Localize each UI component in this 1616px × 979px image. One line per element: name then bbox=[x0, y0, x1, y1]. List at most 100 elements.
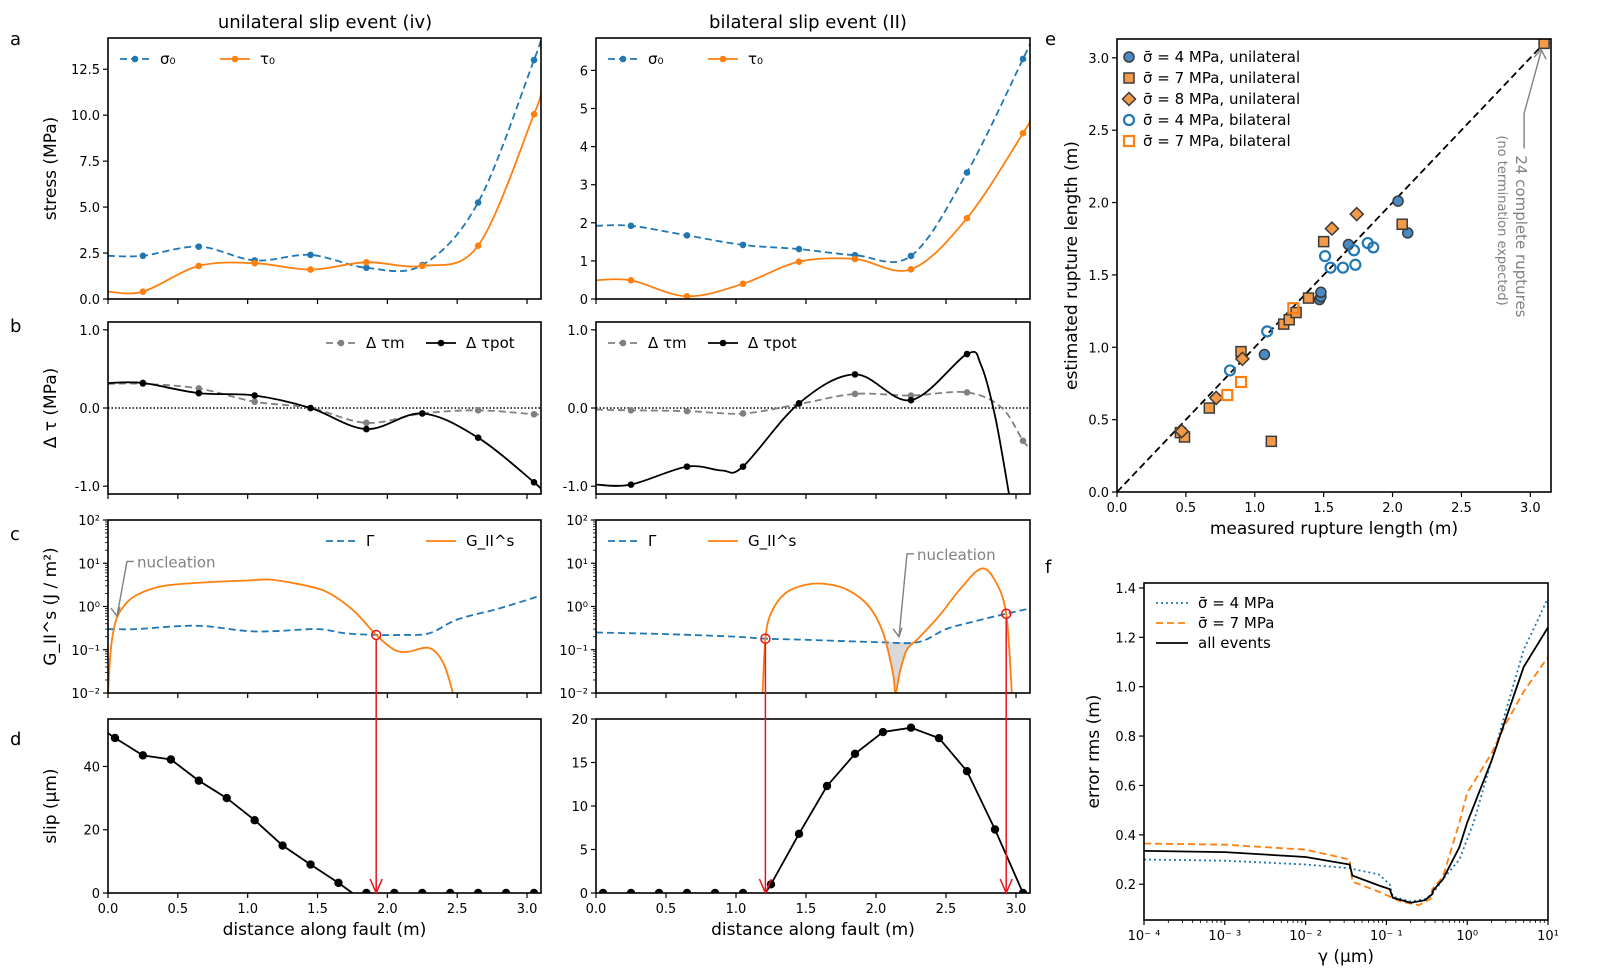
chart-d-left: 0.0 0.5 1.0 1.5 2.0 2.5 3.0 0 20 40 distance along… bbox=[41, 718, 542, 940]
y-tick-label: 1.2 bbox=[1115, 631, 1136, 646]
data-point bbox=[195, 262, 203, 270]
axes-frame bbox=[1116, 38, 1552, 493]
data-point bbox=[166, 755, 176, 764]
data-point bbox=[683, 407, 691, 415]
chart-e: 0.0 0.5 1.0 1.5 2.0 2.5 3.0 0.0 0.5 1.0 1.5 2.0 2.5 3… bbox=[1062, 38, 1552, 539]
y-tick-label: 10² bbox=[566, 514, 588, 529]
data-point bbox=[907, 252, 915, 260]
data-point bbox=[307, 266, 314, 273]
data-point bbox=[963, 350, 971, 358]
data-point bbox=[530, 478, 538, 486]
y-tick-label: 2 bbox=[580, 217, 588, 232]
x-tick-label: 0.0 bbox=[98, 902, 119, 917]
x-tick-label: 0.5 bbox=[167, 902, 188, 917]
plot-area-e bbox=[1117, 39, 1550, 492]
x-tick-label: 10¹ bbox=[1537, 929, 1559, 944]
series-line-allevents bbox=[1144, 626, 1548, 904]
y-tick-label: 10⁻² bbox=[71, 687, 100, 702]
panel-letter-b: b bbox=[10, 316, 21, 337]
data-point bbox=[251, 392, 258, 399]
scatter-point-circle bbox=[1336, 261, 1350, 274]
x-tick-label: 1.0 bbox=[1244, 501, 1265, 516]
scatter-point-diamond bbox=[1349, 206, 1365, 222]
data-point bbox=[739, 410, 747, 417]
data-point bbox=[627, 481, 635, 488]
scatter-point-square bbox=[1283, 314, 1295, 326]
data-point bbox=[139, 252, 147, 260]
data-point bbox=[474, 242, 482, 249]
y-tick-label: 1.0 bbox=[567, 324, 588, 339]
series-line-0 bbox=[108, 38, 541, 272]
scatter-point-square bbox=[1203, 402, 1216, 414]
legend-marker bbox=[619, 55, 627, 63]
y-tick-label: 0.6 bbox=[1115, 779, 1136, 794]
data-point bbox=[501, 888, 511, 893]
data-point bbox=[654, 888, 664, 893]
y-tick-label: 1.4 bbox=[1115, 582, 1136, 597]
complete-ruptures-label: 24 complete ruptures bbox=[1512, 155, 1530, 317]
legend-marker-diamond bbox=[1121, 91, 1137, 107]
y-tick-label: 10⁻¹ bbox=[559, 644, 588, 659]
data-point bbox=[963, 389, 971, 396]
series-line-0 bbox=[596, 119, 1030, 298]
legend-label: σ̄ = 7 MPa bbox=[1198, 614, 1274, 632]
data-point bbox=[626, 888, 636, 893]
data-point bbox=[990, 825, 1000, 834]
series-line- bbox=[108, 594, 541, 637]
y-tick-label: 40 bbox=[83, 760, 100, 775]
x-tick-label: 10⁻ ¹ bbox=[1370, 929, 1403, 944]
y-tick-label: 0.8 bbox=[1115, 730, 1136, 745]
y-tick-label: 6 bbox=[580, 64, 588, 79]
scatter-point-circle bbox=[1315, 286, 1327, 299]
nucleation-shaded-region bbox=[883, 638, 925, 693]
data-point bbox=[878, 727, 888, 737]
data-point bbox=[195, 243, 203, 250]
x-axis-label: distance along fault (m) bbox=[223, 920, 427, 940]
data-point bbox=[474, 199, 482, 206]
x-tick-label: 2.5 bbox=[1451, 501, 1472, 516]
data-point bbox=[194, 776, 203, 785]
legend-label: σ̄ = 4 MPa, unilateral bbox=[1143, 48, 1300, 66]
x-tick-label: 2.5 bbox=[936, 902, 957, 917]
y-tick-label: 20 bbox=[83, 824, 100, 839]
data-point bbox=[907, 265, 915, 273]
legend-label: σ̄ = 4 MPa, bilateral bbox=[1143, 111, 1291, 129]
x-tick-label: 3.0 bbox=[517, 902, 538, 917]
data-point bbox=[139, 288, 147, 295]
scatter-point-diamond bbox=[1174, 423, 1190, 439]
data-point bbox=[363, 264, 370, 272]
x-tick-label: 2.0 bbox=[866, 902, 887, 917]
plot-area-f bbox=[1144, 597, 1548, 907]
panel-letter-f: f bbox=[1045, 557, 1052, 578]
panel-letter-d: d bbox=[10, 729, 21, 750]
y-tick-label: 0.4 bbox=[1115, 829, 1136, 844]
data-point bbox=[627, 222, 635, 230]
series-line-pot bbox=[596, 350, 1010, 494]
data-point bbox=[362, 888, 371, 893]
scatter-point-circle bbox=[1258, 348, 1271, 361]
plot-area-a-left bbox=[108, 38, 541, 295]
x-tick-label: 10⁰ bbox=[1456, 929, 1478, 944]
plot-area-d-left bbox=[108, 732, 539, 893]
x-tick-label: 2.0 bbox=[377, 902, 398, 917]
complete-ruptures-arrowhead bbox=[1533, 48, 1547, 60]
axes-frame bbox=[595, 718, 1031, 894]
legend-f: σ̄ = 4 MPa σ̄ = 7 MPa all events bbox=[1156, 594, 1274, 652]
scatter-point-circle bbox=[1223, 364, 1237, 377]
series-line-0 bbox=[596, 43, 1030, 263]
plot-area-a-right bbox=[596, 43, 1030, 299]
legend-label: σ̄ = 7 MPa, bilateral bbox=[1143, 132, 1291, 150]
scatter-point-diamond bbox=[1324, 221, 1340, 237]
data-point bbox=[850, 749, 860, 758]
series-line-GIIs bbox=[761, 567, 1013, 693]
y-tick-label: 0 bbox=[92, 887, 100, 902]
legend-marker bbox=[337, 339, 345, 347]
legend-label: Δ τpot bbox=[466, 334, 515, 352]
y-axis-label: error rms (m) bbox=[1084, 695, 1104, 809]
chart-a-left: 0.0 2.5 5.0 7.5 10.0 12.5 stress (MPa) σ₀ τ₀ bbox=[41, 37, 542, 308]
y-axis-label: stress (MPa) bbox=[41, 117, 61, 221]
legend-c-right: Γ G_II^s bbox=[608, 532, 797, 551]
y-tick-label: 2.0 bbox=[1088, 197, 1109, 212]
y-tick-label: 15 bbox=[571, 757, 588, 772]
x-tick-label: 1.5 bbox=[796, 902, 817, 917]
